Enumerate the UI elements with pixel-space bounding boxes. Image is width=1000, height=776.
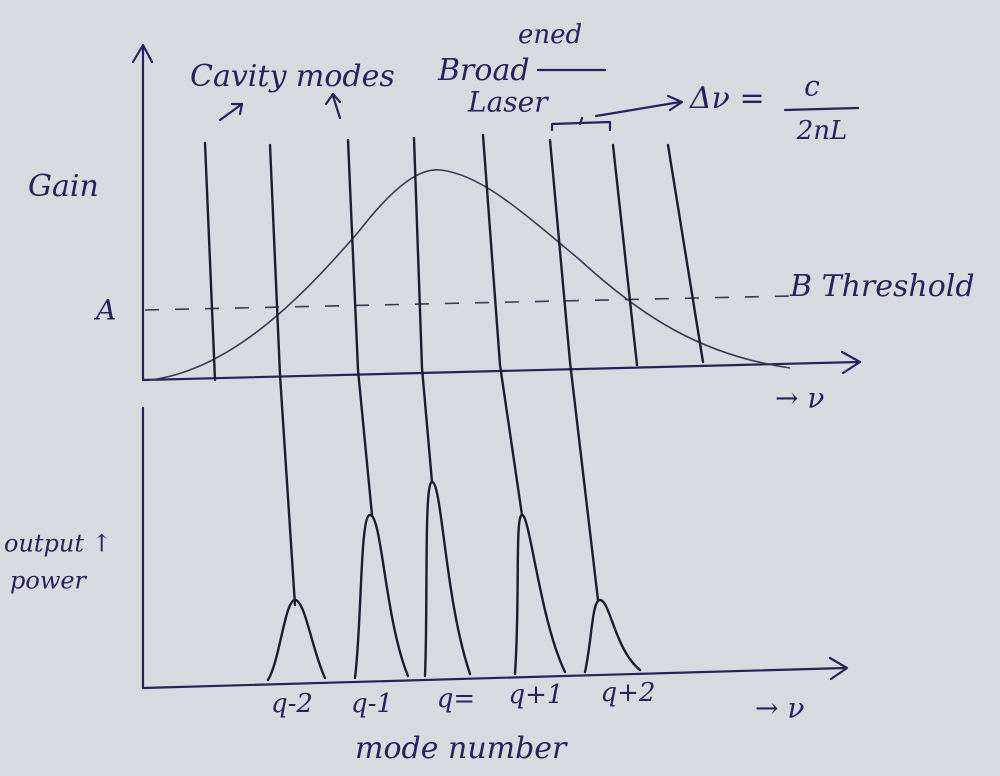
- formula: c: [804, 70, 820, 103]
- mode-label: q-1: [351, 689, 393, 719]
- mode-label: q+1: [509, 680, 564, 710]
- label: mode number: [355, 731, 568, 766]
- label: power: [10, 567, 88, 595]
- label: ened: [518, 20, 582, 50]
- formula: 2nL: [796, 116, 848, 146]
- mode-label: q+2: [601, 678, 656, 708]
- label: output ↑: [4, 530, 112, 558]
- label: A: [93, 294, 116, 327]
- label: Gain: [28, 169, 99, 204]
- mode-label: q-2: [271, 689, 313, 719]
- label: Broad: [437, 53, 530, 88]
- label: B Threshold: [789, 269, 975, 304]
- label: → ν: [775, 382, 824, 415]
- label: Laser: [467, 86, 549, 119]
- label: → ν: [755, 692, 804, 725]
- label: Cavity modes: [190, 59, 395, 94]
- formula: Δν =: [689, 81, 765, 116]
- diagram: Cavity modes Broad ened Laser Δν = c 2nL…: [0, 0, 1000, 776]
- mode-label: q=: [437, 684, 475, 714]
